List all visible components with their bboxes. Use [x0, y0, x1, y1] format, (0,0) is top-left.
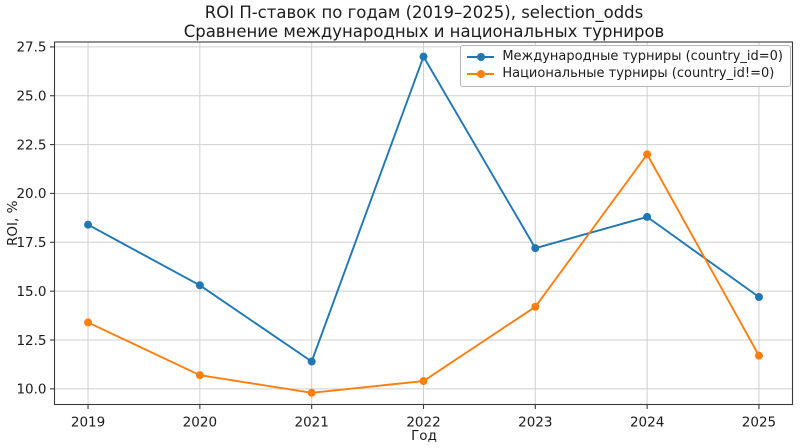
data-point-marker — [419, 377, 428, 386]
y-tick-label: 12.5 — [16, 333, 46, 349]
data-point-marker — [307, 357, 316, 366]
x-tick-label: 2021 — [295, 415, 329, 431]
data-point-marker — [531, 244, 540, 253]
y-tick-label: 17.5 — [16, 235, 46, 251]
y-tick-label: 25.0 — [16, 89, 46, 105]
data-point-marker — [419, 52, 428, 61]
y-tick-label: 15.0 — [16, 284, 46, 300]
x-tick-label: 2022 — [406, 415, 440, 431]
x-tick-label: 2019 — [71, 415, 105, 431]
x-tick-label: 2023 — [518, 415, 552, 431]
data-point-marker — [195, 281, 204, 290]
data-point-marker — [754, 351, 763, 360]
data-point-marker — [531, 302, 540, 311]
data-point-marker — [643, 150, 652, 159]
data-point-marker — [195, 371, 204, 380]
y-tick-label: 27.5 — [16, 40, 46, 56]
legend-entry-international: Международные турниры (country_id=0) — [467, 49, 783, 65]
data-point-marker — [307, 388, 316, 397]
chart-title-line-2: Сравнение международных и национальных т… — [183, 22, 665, 41]
legend-label-international: Международные турниры (country_id=0) — [502, 49, 783, 64]
x-axis-label: Год — [411, 428, 437, 444]
data-point-marker — [643, 212, 652, 221]
y-tick-label: 10.0 — [16, 382, 46, 398]
data-point-marker — [754, 293, 763, 302]
x-tick-label: 2025 — [742, 415, 776, 431]
chart-title: ROI П-ставок по годам (2019–2025), selec… — [55, 3, 793, 41]
y-tick-label: 20.0 — [16, 186, 46, 202]
x-tick-label: 2020 — [183, 415, 217, 431]
chart-title-line-1: ROI П-ставок по годам (2019–2025), selec… — [204, 3, 644, 22]
data-point-marker — [84, 318, 93, 327]
legend-line-marker-icon — [467, 68, 495, 80]
legend-line-marker-icon — [467, 51, 495, 63]
legend: Международные турниры (country_id=0) Нац… — [460, 45, 791, 87]
legend-label-national: Национальные турниры (country_id!=0) — [502, 66, 775, 81]
y-tick-label: 22.5 — [16, 137, 46, 153]
x-tick-label: 2024 — [630, 415, 664, 431]
legend-entry-national: Национальные турниры (country_id!=0) — [467, 66, 783, 82]
data-point-marker — [84, 220, 93, 229]
